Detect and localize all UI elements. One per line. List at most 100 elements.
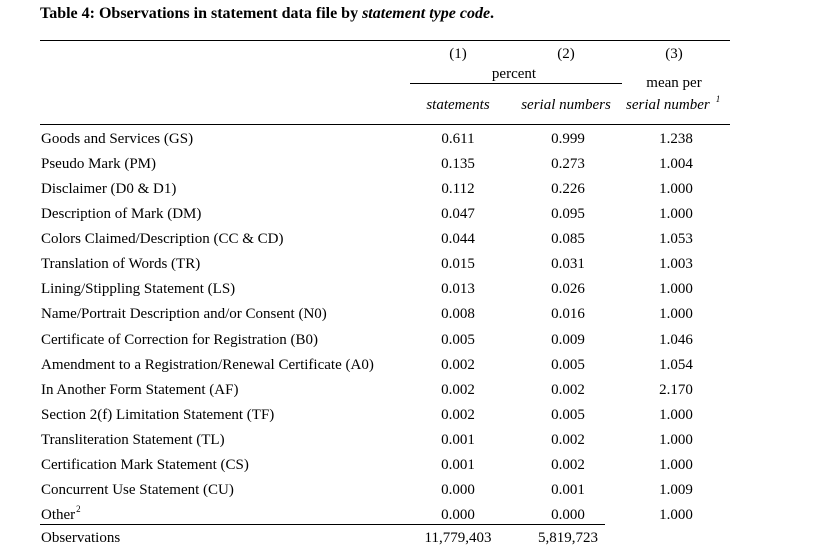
row-label: In Another Form Statement (AF) bbox=[41, 382, 238, 399]
top-rule bbox=[40, 40, 730, 41]
percent-rule bbox=[410, 83, 622, 84]
row-value-c1: 0.013 bbox=[441, 281, 475, 297]
row-value-c3: 1.003 bbox=[659, 256, 693, 272]
row-label: Lining/Stippling Statement (LS) bbox=[41, 281, 235, 298]
row-value-c3: 1.000 bbox=[659, 457, 693, 473]
row-label: Pseudo Mark (PM) bbox=[41, 156, 156, 173]
row-value-c2: 0.005 bbox=[551, 357, 585, 373]
row-value-c3: 1.054 bbox=[659, 357, 693, 373]
col2-label: serial numbers bbox=[521, 97, 611, 113]
row-value-c2: 0.226 bbox=[551, 181, 585, 197]
row-value-c2: 0.026 bbox=[551, 281, 585, 297]
row-value-c3: 1.000 bbox=[659, 432, 693, 448]
row-value-c1: 0.008 bbox=[441, 306, 475, 322]
col3-label-text: serial number bbox=[626, 97, 710, 113]
row-label: Name/Portrait Description and/or Consent… bbox=[41, 306, 327, 323]
table-title: Table 4: Observations in statement data … bbox=[40, 5, 494, 23]
footnote-2-marker: 2 bbox=[76, 504, 81, 514]
row-label-text: Goods and Services (GS) bbox=[41, 131, 194, 147]
observations-label: Observations bbox=[41, 530, 121, 546]
row-label: Translation of Words (TR) bbox=[41, 256, 200, 273]
row-label: Certificate of Correction for Registrati… bbox=[41, 332, 318, 349]
col1-label: statements bbox=[426, 97, 490, 113]
row-value-c1: 0.135 bbox=[441, 156, 475, 172]
row-label-text: Pseudo Mark (PM) bbox=[41, 156, 156, 172]
row-value-c3: 1.046 bbox=[659, 332, 693, 348]
row-value-c1: 0.611 bbox=[441, 131, 475, 147]
row-label: Transliteration Statement (TL) bbox=[41, 432, 225, 449]
footnote-1-marker: 1 bbox=[715, 94, 721, 104]
row-value-c1: 0.005 bbox=[441, 332, 475, 348]
row-value-c3: 1.238 bbox=[659, 131, 693, 147]
observations-col2: 5,819,723 bbox=[538, 530, 598, 546]
row-value-c1: 0.002 bbox=[441, 407, 475, 423]
row-value-c1: 0.015 bbox=[441, 256, 475, 272]
row-value-c3: 1.000 bbox=[659, 306, 693, 322]
col3-label-bottom: serial number 1 bbox=[626, 94, 721, 114]
row-value-c3: 1.009 bbox=[659, 482, 693, 498]
row-value-c2: 0.085 bbox=[551, 231, 585, 247]
col1-number: (1) bbox=[449, 46, 467, 62]
row-value-c3: 2.170 bbox=[659, 382, 693, 398]
row-value-c2: 0.001 bbox=[551, 482, 585, 498]
row-value-c1: 0.002 bbox=[441, 357, 475, 373]
row-label-text: Section 2(f) Limitation Statement (TF) bbox=[41, 407, 275, 423]
row-value-c3: 1.000 bbox=[659, 181, 693, 197]
row-value-c3: 1.004 bbox=[659, 156, 693, 172]
row-value-c1: 0.001 bbox=[441, 457, 475, 473]
title-end: . bbox=[490, 5, 495, 22]
row-label: Disclaimer (D0 & D1) bbox=[41, 181, 176, 198]
title-text: Table 4: Observations in statement data … bbox=[40, 5, 363, 22]
row-value-c2: 0.005 bbox=[551, 407, 585, 423]
row-value-c3: 1.000 bbox=[659, 507, 693, 523]
row-label: Other2 bbox=[41, 504, 81, 524]
row-label-text: Colors Claimed/Description (CC & CD) bbox=[41, 231, 284, 247]
row-label-text: In Another Form Statement (AF) bbox=[41, 382, 239, 398]
row-label-text: Other bbox=[41, 507, 76, 523]
observations-col1: 11,779,403 bbox=[424, 530, 492, 546]
row-value-c2: 0.095 bbox=[551, 206, 585, 222]
row-value-c3: 1.053 bbox=[659, 231, 693, 247]
row-value-c2: 0.002 bbox=[551, 382, 585, 398]
row-label: Section 2(f) Limitation Statement (TF) bbox=[41, 407, 274, 424]
col2-number: (2) bbox=[557, 46, 575, 62]
row-label-text: Amendment to a Registration/Renewal Cert… bbox=[41, 357, 374, 373]
row-value-c1: 0.112 bbox=[441, 181, 475, 197]
row-label: Concurrent Use Statement (CU) bbox=[41, 482, 234, 499]
row-value-c1: 0.000 bbox=[441, 482, 475, 498]
row-value-c2: 0.016 bbox=[551, 306, 585, 322]
title-italic-text: statement type code bbox=[362, 5, 491, 22]
row-value-c1: 0.047 bbox=[441, 206, 475, 222]
header-bottom-rule bbox=[40, 124, 730, 125]
row-value-c2: 0.000 bbox=[551, 507, 585, 523]
row-value-c2: 0.009 bbox=[551, 332, 585, 348]
row-value-c3: 1.000 bbox=[659, 281, 693, 297]
row-label-text: Lining/Stippling Statement (LS) bbox=[41, 281, 236, 297]
row-value-c2: 0.999 bbox=[551, 131, 585, 147]
row-label-text: Transliteration Statement (TL) bbox=[41, 432, 225, 448]
row-label-text: Concurrent Use Statement (CU) bbox=[41, 482, 234, 498]
body-bottom-rule bbox=[40, 524, 605, 525]
row-label: Colors Claimed/Description (CC & CD) bbox=[41, 231, 283, 248]
row-label: Description of Mark (DM) bbox=[41, 206, 201, 223]
row-label-text: Disclaimer (D0 & D1) bbox=[41, 181, 177, 197]
group-label-percent: percent bbox=[491, 66, 537, 82]
col3-number: (3) bbox=[665, 46, 683, 62]
row-label: Goods and Services (GS) bbox=[41, 131, 193, 148]
row-value-c1: 0.002 bbox=[441, 382, 475, 398]
row-label-text: Description of Mark (DM) bbox=[41, 206, 202, 222]
row-value-c2: 0.031 bbox=[551, 256, 585, 272]
row-label: Amendment to a Registration/Renewal Cert… bbox=[41, 357, 374, 374]
row-value-c2: 0.002 bbox=[551, 432, 585, 448]
row-label-text: Translation of Words (TR) bbox=[41, 256, 201, 272]
row-value-c1: 0.000 bbox=[441, 507, 475, 523]
row-label-text: Name/Portrait Description and/or Consent… bbox=[41, 306, 327, 322]
row-value-c3: 1.000 bbox=[659, 206, 693, 222]
row-label-text: Certification Mark Statement (CS) bbox=[41, 457, 249, 473]
row-value-c1: 0.044 bbox=[441, 231, 475, 247]
row-value-c2: 0.273 bbox=[551, 156, 585, 172]
row-value-c1: 0.001 bbox=[441, 432, 475, 448]
row-value-c2: 0.002 bbox=[551, 457, 585, 473]
col3-label-top: mean per bbox=[646, 75, 702, 91]
row-label: Certification Mark Statement (CS) bbox=[41, 457, 249, 474]
